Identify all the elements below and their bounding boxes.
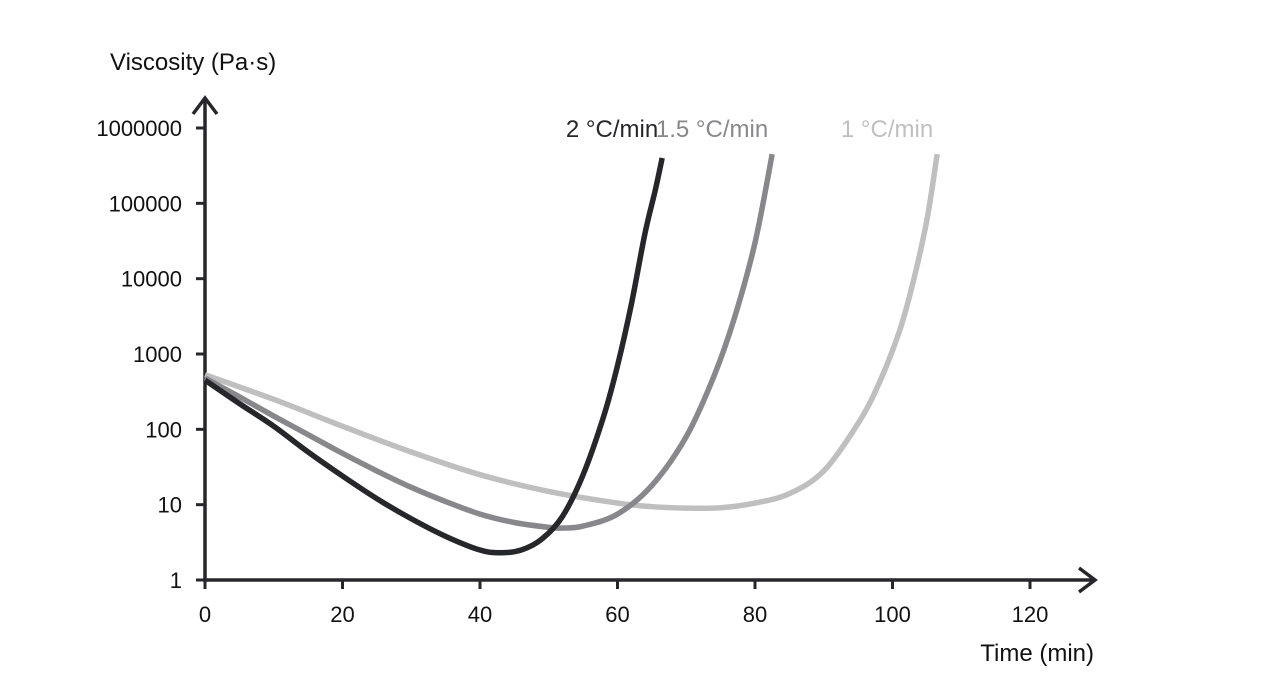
y-ticks: 1 10 100 1000 10000 100000 1000000: [96, 116, 205, 593]
x-tick-label: 40: [468, 602, 492, 627]
series-line-0: [203, 157, 665, 556]
x-tick-label: 60: [605, 602, 629, 627]
y-tick-label: 1: [170, 568, 182, 593]
x-tick-label: 120: [1012, 602, 1049, 627]
series-lines: [203, 153, 940, 556]
y-tick-label: 100: [145, 417, 182, 442]
x-axis-arrowhead: [1077, 566, 1098, 594]
x-tick-label: 80: [743, 602, 767, 627]
x-axis-title: Time (min): [980, 640, 1094, 667]
series-label-1: 1.5 °C/min: [656, 116, 768, 143]
series-label-0: 2 °C/min: [566, 116, 658, 143]
y-tick-label: 10: [158, 493, 182, 518]
y-axis-title: Viscosity (Pa·s): [110, 49, 276, 76]
series-line-1: [203, 153, 775, 531]
y-tick-label: 10000: [121, 267, 182, 292]
series-label-2: 1 °C/min: [841, 116, 933, 143]
x-ticks: 0 20 40 60 80 100 120: [199, 580, 1048, 627]
axes: [191, 95, 1098, 594]
y-tick-label: 1000: [133, 342, 182, 367]
y-tick-label: 100000: [109, 191, 182, 216]
series-line-2: [204, 153, 940, 512]
y-tick-label: 1000000: [96, 116, 182, 141]
y-axis-arrowhead: [191, 95, 219, 116]
x-tick-label: 100: [874, 602, 911, 627]
x-tick-label: 0: [199, 602, 211, 627]
x-tick-label: 20: [330, 602, 354, 627]
